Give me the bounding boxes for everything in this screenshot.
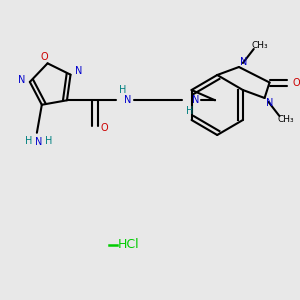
- Text: N: N: [240, 57, 247, 67]
- Text: H: H: [25, 136, 33, 146]
- Text: N: N: [18, 75, 26, 85]
- Text: O: O: [101, 123, 108, 133]
- Text: HCl: HCl: [118, 238, 139, 251]
- Text: N: N: [75, 66, 82, 76]
- Text: O: O: [292, 77, 300, 88]
- Text: N: N: [266, 98, 273, 108]
- Text: O: O: [41, 52, 48, 62]
- Text: H: H: [45, 136, 52, 146]
- Text: CH₃: CH₃: [277, 115, 294, 124]
- Text: H: H: [118, 85, 126, 95]
- Text: N: N: [124, 95, 132, 105]
- Text: CH₃: CH₃: [251, 41, 268, 50]
- Text: N: N: [192, 95, 199, 105]
- Text: N: N: [35, 137, 43, 147]
- Text: H: H: [186, 106, 193, 116]
